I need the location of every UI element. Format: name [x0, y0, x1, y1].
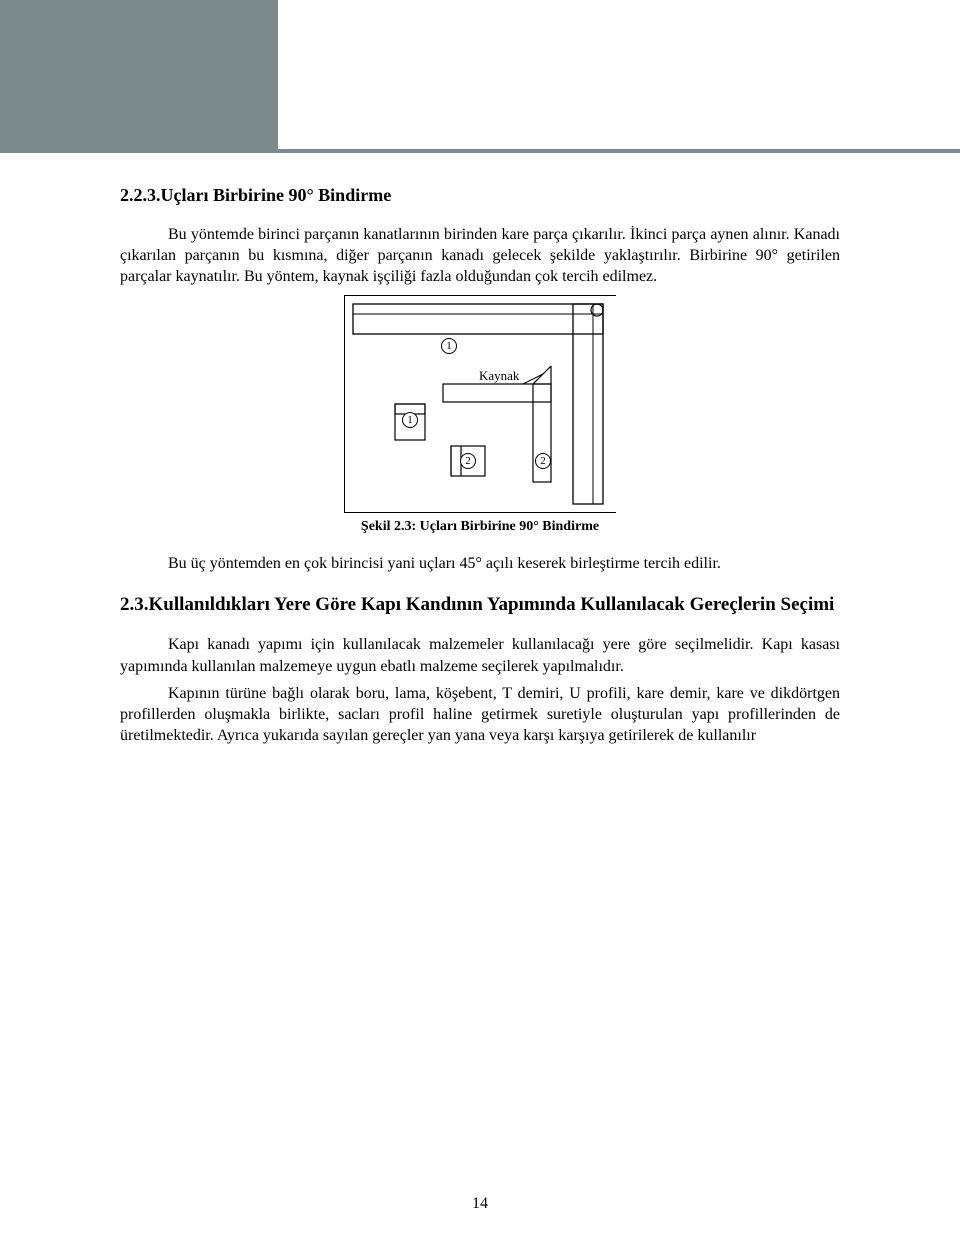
figure-svg	[345, 296, 617, 514]
header-rule	[0, 149, 960, 153]
section-2-3-paragraph-2: Kapının türüne bağlı olarak boru, lama, …	[120, 683, 840, 746]
page-content: 2.2.3.Uçları Birbirine 90° Bindirme Bu y…	[120, 185, 840, 752]
section-2-2-3-paragraph-after: Bu üç yöntemden en çok birincisi yani uç…	[120, 553, 840, 574]
figure-2-3-caption: Şekil 2.3: Uçları Birbirine 90° Bindirme	[120, 519, 840, 535]
section-2-2-3-heading: 2.2.3.Uçları Birbirine 90° Bindirme	[120, 185, 840, 206]
page-number: 14	[0, 1195, 960, 1213]
section-2-3-paragraph-1: Kapı kanadı yapımı için kullanılacak mal…	[120, 634, 840, 676]
spacer	[120, 580, 840, 594]
section-2-2-3-paragraph: Bu yöntemde birinci parçanın kanatlarını…	[120, 224, 840, 287]
figure-2-3: 1 1 2 2 Kaynak	[120, 295, 840, 513]
figure-2-3-diagram: 1 1 2 2 Kaynak	[344, 295, 616, 513]
figure-kaynak-label: Kaynak	[479, 368, 519, 384]
header-color-band	[0, 0, 278, 149]
section-2-3-heading: 2.3.Kullanıldıkları Yere Göre Kapı Kandı…	[120, 594, 840, 616]
